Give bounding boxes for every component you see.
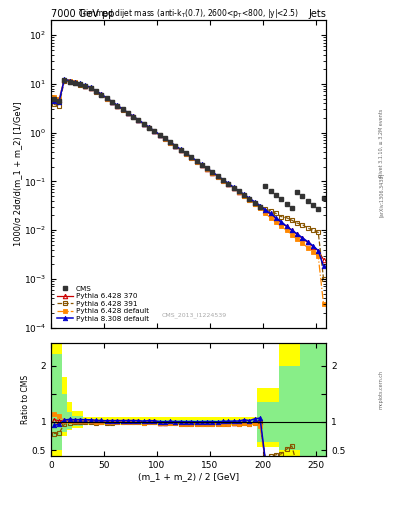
Text: 7000 GeV pp: 7000 GeV pp	[51, 9, 115, 19]
Legend: CMS, Pythia 6.428 370, Pythia 6.428 391, Pythia 6.428 default, Pythia 8.308 defa: CMS, Pythia 6.428 370, Pythia 6.428 391,…	[55, 284, 151, 324]
Text: [arXiv:1306.3438]: [arXiv:1306.3438]	[379, 173, 384, 217]
Text: mcplots.cern.ch: mcplots.cern.ch	[379, 370, 384, 409]
Text: Jets: Jets	[309, 9, 326, 19]
X-axis label: (m_1 + m_2) / 2 [GeV]: (m_1 + m_2) / 2 [GeV]	[138, 472, 239, 481]
Title: Trimmed dijet mass (anti-k$_\mathrm{T}$(0.7), 2600<p$_\mathrm{T}$<800, |y|<2.5): Trimmed dijet mass (anti-k$_\mathrm{T}$(…	[78, 7, 299, 20]
Y-axis label: Ratio to CMS: Ratio to CMS	[22, 375, 31, 424]
Text: Rivet 3.1.10, ≥ 3.2M events: Rivet 3.1.10, ≥ 3.2M events	[379, 109, 384, 178]
Text: CMS_2013_I1224539: CMS_2013_I1224539	[162, 313, 227, 318]
Y-axis label: 1000/σ 2dσ/d(m_1 + m_2) [1/GeV]: 1000/σ 2dσ/d(m_1 + m_2) [1/GeV]	[13, 102, 22, 246]
